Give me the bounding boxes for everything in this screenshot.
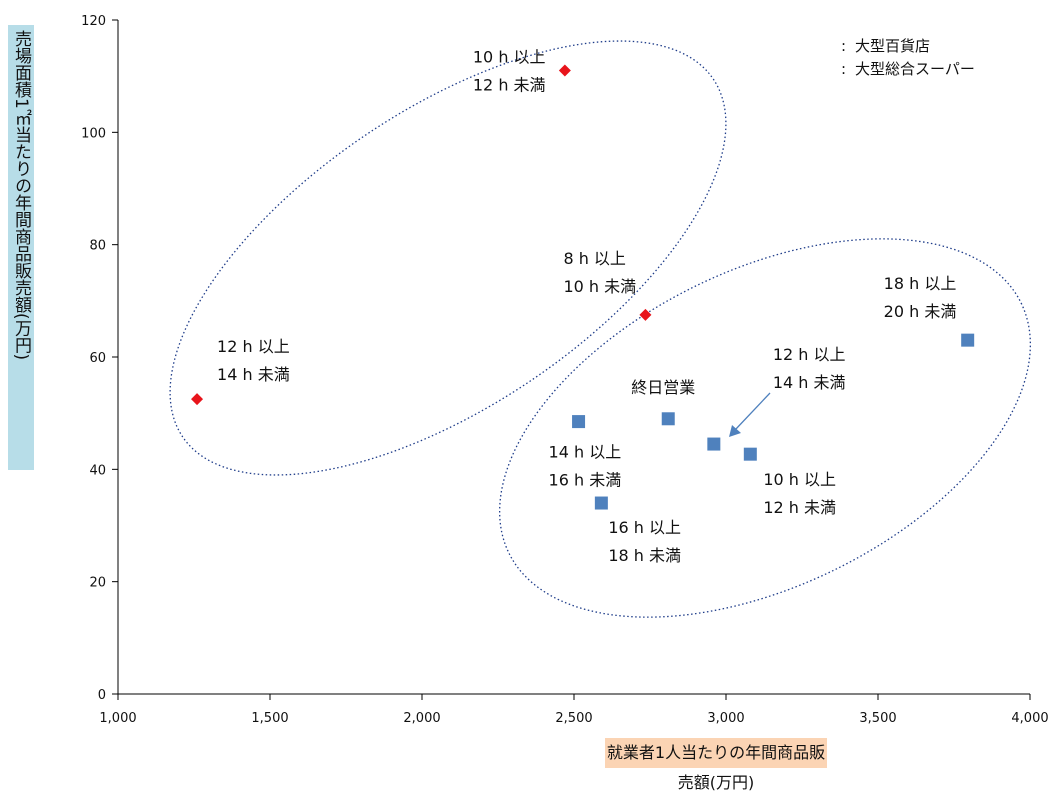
point-label: 16 h 未満 xyxy=(549,471,622,490)
supermarket-point xyxy=(743,447,757,461)
point-label: 12 h 未満 xyxy=(763,498,836,517)
point-label: 終日営業 xyxy=(631,378,695,397)
x-tick-label: 1,500 xyxy=(251,711,288,726)
point-label: 18 h 以上 xyxy=(884,274,957,293)
x-tick-label: 3,000 xyxy=(707,711,744,726)
y-axis-label: 売場面積1㎡当たりの年間商品販売額(万円) xyxy=(11,30,31,361)
point-label: 16 h 以上 xyxy=(608,518,681,537)
supermarket-point xyxy=(707,437,721,451)
point-label: 12 h 以上 xyxy=(217,337,290,356)
x-tick-label: 3,500 xyxy=(859,711,896,726)
supermarket-group-ellipse xyxy=(498,238,1032,618)
legend-label: 大型百貨店 xyxy=(855,37,930,55)
point-label: 20 h 未満 xyxy=(884,302,957,321)
y-tick-label: 120 xyxy=(81,14,106,29)
y-tick-label: 100 xyxy=(81,126,106,141)
supermarket-point xyxy=(594,496,608,510)
x-tick-label: 2,500 xyxy=(555,711,592,726)
point-label: 8 h 以上 xyxy=(563,249,626,268)
x-tick-label: 1,000 xyxy=(99,711,136,726)
annotation-arrow-head xyxy=(729,425,741,437)
department-store-point xyxy=(639,308,652,321)
y-tick-label: 20 xyxy=(89,576,106,591)
y-tick-label: 0 xyxy=(98,688,106,703)
y-tick-label: 80 xyxy=(89,239,106,254)
point-label: 14 h 未満 xyxy=(773,373,846,392)
point-label: 10 h 以上 xyxy=(763,470,836,489)
supermarket-point xyxy=(961,333,975,347)
point-label: 10 h 以上 xyxy=(473,48,546,67)
y-tick-label: 40 xyxy=(89,463,106,478)
department-store-point xyxy=(558,64,571,77)
point-label: 14 h 未満 xyxy=(217,365,290,384)
point-label: 12 h 以上 xyxy=(773,345,846,364)
supermarket-point xyxy=(661,412,675,426)
legend-separator: : xyxy=(841,60,846,78)
annotation-arrow-line xyxy=(734,392,771,431)
legend-label: 大型総合スーパー xyxy=(855,60,975,78)
point-label: 18 h 未満 xyxy=(608,546,681,565)
department-store-group-ellipse xyxy=(169,40,727,476)
legend-separator: : xyxy=(841,37,846,55)
y-tick-label: 60 xyxy=(89,351,106,366)
point-label: 14 h 以上 xyxy=(549,443,622,462)
x-axis-label-box xyxy=(605,738,827,768)
x-tick-label: 4,000 xyxy=(1011,711,1048,726)
point-label: 12 h 未満 xyxy=(473,76,546,95)
supermarket-point xyxy=(572,415,586,429)
point-label: 10 h 未満 xyxy=(563,277,636,296)
scatter-chart: 0 20 40 60 80 100 120 1,000 1,500 2,000 2,500 3,000… xyxy=(81,14,1048,726)
department-store-point xyxy=(191,393,204,406)
x-tick-label: 2,000 xyxy=(403,711,440,726)
y-axis-label-box xyxy=(8,25,34,470)
